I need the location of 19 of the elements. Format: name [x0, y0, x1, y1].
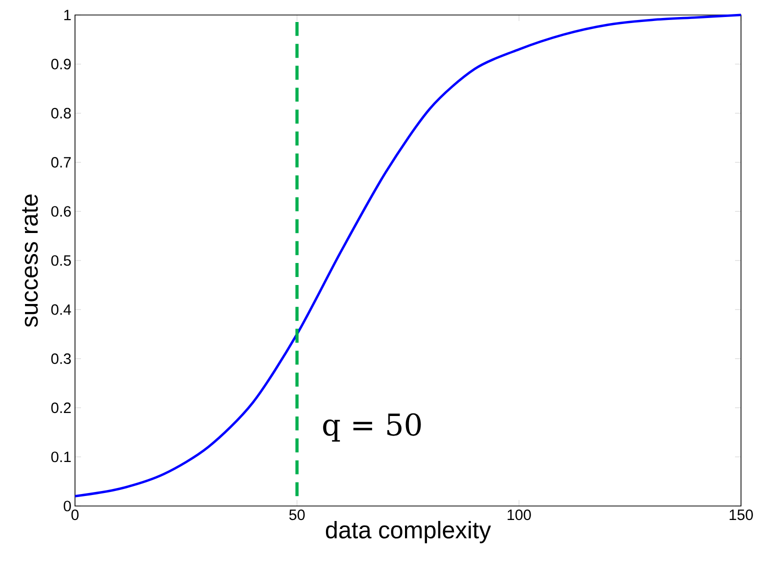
y-tick-label: 0.7 [51, 157, 71, 168]
x-axis-title: data complexity [326, 520, 491, 544]
y-tick-label: 0.8 [51, 108, 71, 118]
y-tick-label: 0.5 [51, 255, 71, 266]
y-tick-label: 0.4 [51, 304, 72, 315]
y-tick-label: 0.2 [51, 402, 71, 414]
x-tick-label: 50 [289, 510, 305, 520]
y-tick-label: 0.9 [51, 58, 71, 70]
y-tick-label: 0.1 [51, 452, 71, 462]
y-tick-label: 0 [64, 500, 71, 512]
y-axis-title: success rate [22, 194, 38, 327]
y-tick-label: 0.3 [51, 353, 71, 364]
annotation: q = 50 [323, 413, 421, 442]
line-series [74, 14, 742, 498]
x-tick-label: 100 [508, 510, 531, 520]
y-tick-label: 0.6 [51, 206, 71, 217]
x-tick-label: 150 [730, 510, 753, 520]
x-tick-label: 0 [71, 510, 79, 520]
y-tick-label: 1 [64, 10, 71, 20]
